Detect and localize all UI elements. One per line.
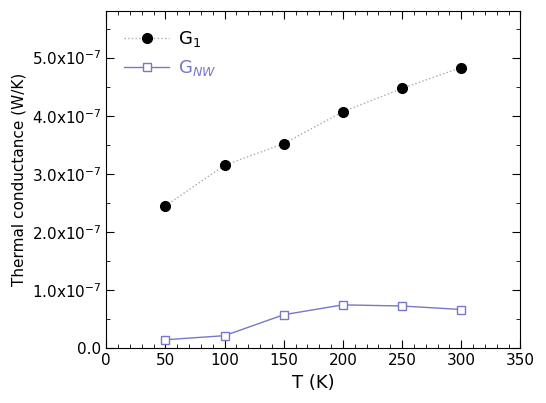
X-axis label: T (K): T (K)	[292, 374, 335, 392]
G$_{NW}$	[162, 337, 169, 342]
G$_{NW}$	[221, 333, 228, 338]
G$_1$	[162, 204, 169, 208]
Line: G$_{NW}$: G$_{NW}$	[161, 301, 465, 344]
G$_1$	[399, 86, 405, 91]
G$_{NW}$	[458, 307, 465, 312]
Line: G$_1$: G$_1$	[161, 63, 466, 211]
G$_1$	[221, 163, 228, 168]
G$_{NW}$	[281, 312, 287, 317]
G$_{NW}$	[399, 303, 405, 308]
G$_1$	[340, 109, 346, 114]
Y-axis label: Thermal conductance (W/K): Thermal conductance (W/K)	[11, 73, 26, 287]
G$_{NW}$	[340, 302, 346, 307]
G$_1$	[281, 141, 287, 146]
Legend: G$_1$, G$_{NW}$: G$_1$, G$_{NW}$	[115, 20, 226, 87]
G$_1$	[458, 65, 465, 70]
